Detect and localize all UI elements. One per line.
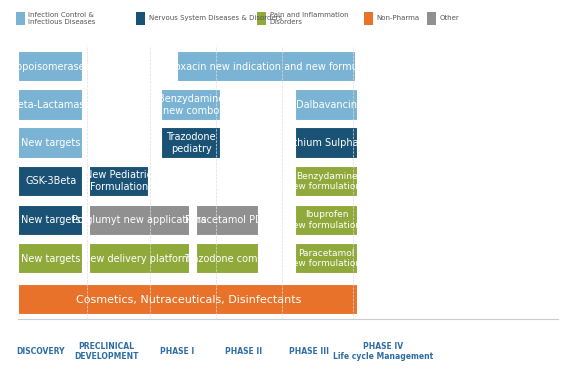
Text: New Pediatric
Formulation: New Pediatric Formulation: [85, 170, 152, 192]
Text: Other: Other: [440, 15, 459, 21]
FancyBboxPatch shape: [16, 12, 24, 25]
Text: Nervous System Diseases & Disorders: Nervous System Diseases & Disorders: [149, 15, 282, 21]
Text: New targets: New targets: [21, 254, 81, 264]
FancyBboxPatch shape: [19, 89, 83, 121]
Text: Ibuprofen
new formulations: Ibuprofen new formulations: [287, 211, 366, 230]
Text: PHASE II: PHASE II: [224, 347, 262, 356]
Text: Cosmetics, Nutraceuticals, Disinfectants: Cosmetics, Nutraceuticals, Disinfectants: [76, 294, 301, 305]
Text: PHASE I: PHASE I: [160, 347, 195, 356]
FancyBboxPatch shape: [364, 12, 373, 25]
FancyBboxPatch shape: [89, 243, 190, 275]
Text: Infection Control &
Infectious Diseases: Infection Control & Infectious Diseases: [28, 12, 96, 25]
Text: Beta-Lactamase: Beta-Lactamase: [11, 100, 90, 110]
Text: Trazodone
pediatry: Trazodone pediatry: [166, 132, 216, 154]
FancyBboxPatch shape: [195, 204, 258, 236]
Text: Paracetamol
new formulations: Paracetamol new formulations: [287, 249, 366, 268]
FancyBboxPatch shape: [19, 284, 358, 315]
Text: PRECLINICAL
DEVELOPMENT: PRECLINICAL DEVELOPMENT: [74, 342, 139, 361]
FancyBboxPatch shape: [257, 12, 266, 25]
Text: Topoisomerases: Topoisomerases: [12, 62, 90, 72]
Text: Pain and Inflammation
Disorders: Pain and Inflammation Disorders: [269, 12, 348, 25]
FancyBboxPatch shape: [195, 243, 258, 275]
Text: Prulifloxacin new indication and new formulation: Prulifloxacin new indication and new for…: [147, 62, 386, 72]
FancyBboxPatch shape: [427, 12, 436, 25]
FancyBboxPatch shape: [19, 204, 83, 236]
Text: Lithium Sulphate: Lithium Sulphate: [285, 138, 369, 148]
Text: Benzydamine
new combo: Benzydamine new combo: [158, 94, 224, 116]
Text: GSK-3Beta: GSK-3Beta: [25, 176, 77, 186]
Text: Trazodone combo: Trazodone combo: [184, 254, 270, 264]
FancyBboxPatch shape: [19, 166, 83, 197]
FancyBboxPatch shape: [177, 51, 356, 82]
FancyBboxPatch shape: [295, 128, 358, 159]
Text: Non-Pharma: Non-Pharma: [377, 15, 420, 21]
Text: New targets: New targets: [21, 215, 81, 225]
FancyBboxPatch shape: [295, 243, 358, 275]
FancyBboxPatch shape: [161, 128, 222, 159]
Text: New delivery platforms: New delivery platforms: [83, 254, 196, 264]
Text: PHASE III: PHASE III: [289, 347, 329, 356]
Text: New targets: New targets: [21, 138, 81, 148]
FancyBboxPatch shape: [19, 243, 83, 275]
FancyBboxPatch shape: [89, 166, 149, 197]
FancyBboxPatch shape: [161, 89, 222, 121]
FancyBboxPatch shape: [89, 204, 190, 236]
Text: Paracetamol PDA: Paracetamol PDA: [185, 215, 269, 225]
FancyBboxPatch shape: [136, 12, 145, 25]
FancyBboxPatch shape: [295, 89, 358, 121]
Text: DISCOVERY: DISCOVERY: [16, 347, 65, 356]
FancyBboxPatch shape: [295, 166, 358, 197]
FancyBboxPatch shape: [295, 204, 358, 236]
FancyBboxPatch shape: [19, 128, 83, 159]
Text: Benzydamine
new formulations: Benzydamine new formulations: [287, 172, 366, 191]
FancyBboxPatch shape: [19, 51, 83, 82]
Text: PHASE IV
Life cycle Management: PHASE IV Life cycle Management: [333, 342, 433, 361]
Text: Polglumyt new applications: Polglumyt new applications: [72, 215, 206, 225]
Text: Dalbavancin: Dalbavancin: [296, 100, 357, 110]
